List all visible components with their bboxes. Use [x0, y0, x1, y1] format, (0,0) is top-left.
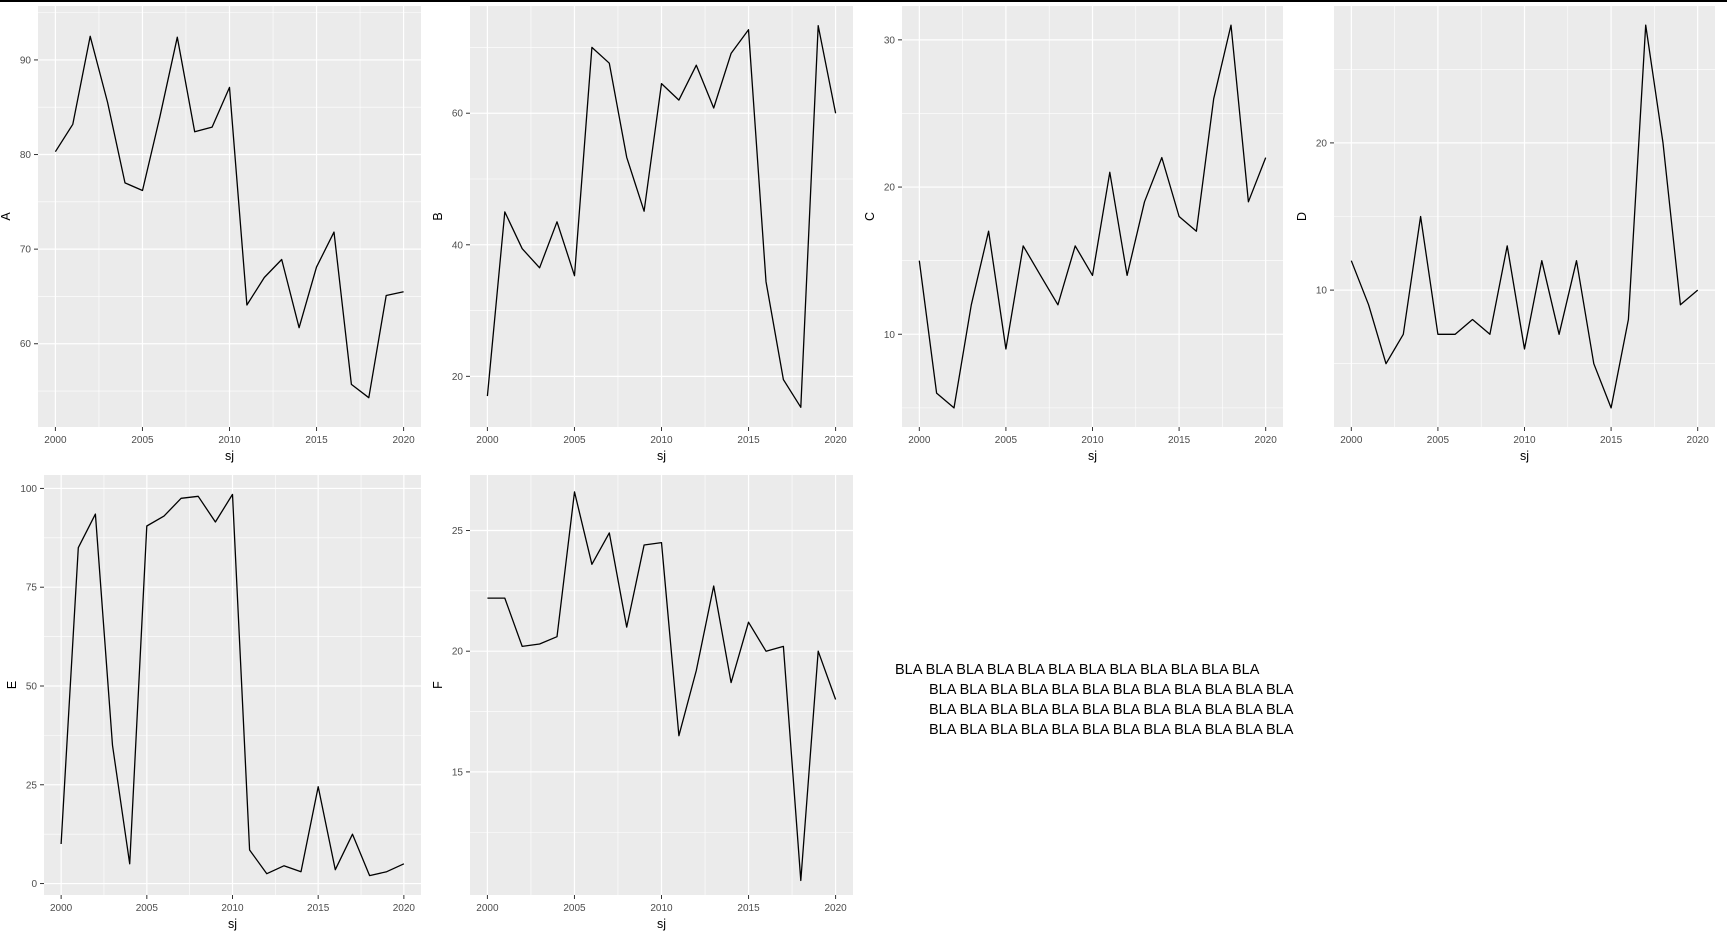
x-tick-label: 2005: [563, 435, 586, 446]
y-axis-title: E: [5, 681, 19, 689]
chart-panel-4: 2000 2005 2010 2015 2020 10 20 sj D: [1295, 6, 1715, 463]
x-axis-title: sj: [657, 449, 666, 463]
x-tick-label: 2010: [650, 435, 673, 446]
series-line: [918, 24, 1267, 409]
y-tick-label: 20: [1316, 138, 1328, 149]
y-tick-label: 30: [884, 35, 896, 46]
note-line-1: BLA BLA BLA BLA BLA BLA BLA BLA BLA BLA …: [895, 662, 1260, 678]
x-tick-label: 2000: [1340, 435, 1363, 446]
x-tick-label: 2010: [650, 903, 673, 914]
y-tick-label: 75: [26, 583, 38, 594]
series-line: [487, 491, 837, 882]
x-tick-label: 2020: [393, 903, 416, 914]
series-line: [60, 493, 405, 877]
chart-panel-3: 2000 2005 2010 2015 2020 10 20 30 sj C: [863, 6, 1283, 463]
y-tick-label: 60: [20, 339, 32, 350]
x-tick-label: 2015: [737, 903, 760, 914]
x-axis-title: sj: [225, 449, 234, 463]
x-tick-label: 2005: [131, 435, 154, 446]
y-tick-label: 0: [31, 879, 37, 890]
y-axis-title: F: [431, 681, 445, 689]
y-tick-label: 40: [452, 240, 464, 251]
x-axis-title: sj: [1088, 449, 1097, 463]
series-line: [1350, 24, 1699, 409]
x-tick-label: 2000: [908, 435, 931, 446]
x-tick-label: 2020: [824, 903, 847, 914]
y-tick-label: 25: [452, 526, 464, 537]
x-tick-label: 2020: [1255, 435, 1278, 446]
y-tick-label: 70: [20, 245, 32, 256]
x-tick-label: 2020: [824, 435, 847, 446]
y-tick-label: 15: [452, 767, 464, 778]
y-tick-label: 100: [20, 484, 37, 495]
x-tick-label: 2010: [218, 435, 241, 446]
x-tick-label: 2005: [995, 435, 1018, 446]
x-tick-label: 2005: [136, 903, 159, 914]
y-axis-title: D: [1295, 212, 1309, 221]
y-tick-label: 90: [20, 55, 32, 66]
chart-panel-5: 2000 2005 2010 2015 2020 0 25 50 75 100 sj E: [5, 475, 421, 931]
y-axis-title: C: [863, 212, 877, 221]
x-tick-label: 2015: [737, 435, 760, 446]
y-tick-label: 20: [452, 372, 464, 383]
note-line-2: BLA BLA BLA BLA BLA BLA BLA BLA BLA BLA …: [929, 682, 1294, 698]
y-tick-label: 10: [884, 330, 896, 341]
x-tick-label: 2010: [1513, 435, 1536, 446]
series-line: [486, 25, 837, 408]
x-tick-label: 2015: [307, 903, 330, 914]
text-annotation: BLA BLA BLA BLA BLA BLA BLA BLA BLA BLA …: [895, 660, 1293, 740]
y-tick-label: 80: [20, 150, 32, 161]
x-tick-label: 2000: [476, 903, 499, 914]
x-tick-label: 2005: [1427, 435, 1450, 446]
y-axis-title: A: [0, 212, 13, 221]
chart-panel-1: 2000 2005 2010 2015 2020 60 70 80 90 sj A: [0, 6, 421, 463]
x-axis-title: sj: [228, 917, 237, 931]
x-axis-title: sj: [1520, 449, 1529, 463]
y-tick-label: 10: [1316, 286, 1328, 297]
x-tick-label: 2020: [1687, 435, 1710, 446]
x-tick-label: 2020: [392, 435, 415, 446]
x-tick-label: 2005: [563, 903, 586, 914]
x-axis-title: sj: [657, 917, 666, 931]
y-tick-label: 25: [26, 780, 38, 791]
x-tick-label: 2010: [221, 903, 244, 914]
x-tick-label: 2010: [1081, 435, 1104, 446]
top-border: [0, 0, 1727, 2]
x-tick-label: 2015: [1600, 435, 1623, 446]
y-tick-label: 20: [884, 183, 896, 194]
series-line: [54, 35, 404, 399]
y-tick-label: 60: [452, 109, 464, 120]
y-tick-label: 20: [452, 647, 464, 658]
note-line-3: BLA BLA BLA BLA BLA BLA BLA BLA BLA BLA …: [929, 702, 1294, 718]
y-tick-label: 50: [26, 681, 38, 692]
x-tick-label: 2000: [44, 435, 67, 446]
x-tick-label: 2015: [305, 435, 328, 446]
x-tick-label: 2000: [476, 435, 499, 446]
note-line-4: BLA BLA BLA BLA BLA BLA BLA BLA BLA BLA …: [929, 722, 1294, 738]
x-tick-label: 2015: [1168, 435, 1191, 446]
chart-panel-6: 2000 2005 2010 2015 2020 15 20 25 sj F: [431, 475, 853, 931]
x-tick-label: 2000: [50, 903, 73, 914]
y-axis-title: B: [431, 212, 445, 220]
